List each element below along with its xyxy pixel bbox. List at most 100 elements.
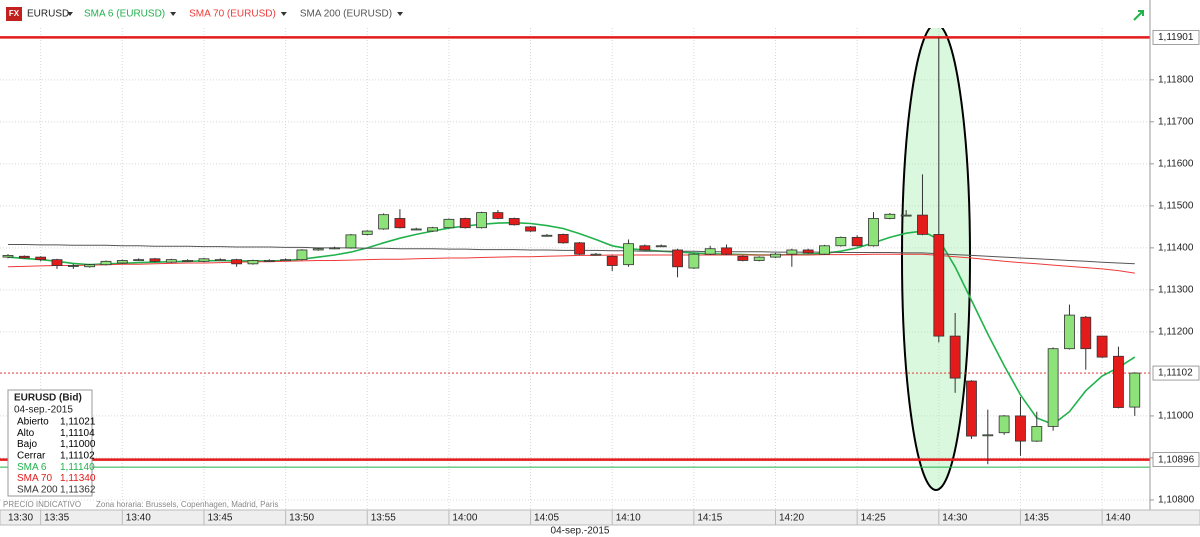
fx-icon-label: FX [9, 9, 20, 18]
trend-icon[interactable] [1133, 10, 1144, 21]
legend-dropdown[interactable] [170, 12, 177, 16]
level-label: 1,11901 [1158, 32, 1194, 43]
candle-body [574, 242, 585, 255]
footer-zone: Zona horaria: Brussels, Copenhagen, Madr… [96, 500, 278, 509]
candle-body [590, 253, 602, 256]
fx-icon [6, 7, 22, 21]
candle-body [672, 249, 683, 268]
info-box: EURUSD (Bid) 04-sep.-2015 Abierto 1,11021… [7, 389, 96, 497]
candle-body [476, 212, 487, 229]
y-tick-label: 1,11300 [1158, 285, 1194, 296]
legend-entry[interactable]: SMA 6 (EURUSD) [84, 9, 165, 20]
candle-body [361, 230, 373, 235]
x-axis-bar [0, 509, 1200, 526]
x-tick-label: 14:30 [942, 513, 967, 524]
candle-body [165, 259, 177, 263]
candle-body [639, 245, 651, 251]
candle-body [329, 247, 341, 250]
y-tick-label: 1,11700 [1158, 116, 1194, 127]
x-tick-label: 13:45 [207, 513, 232, 524]
info-value: 1,11340 [60, 473, 96, 484]
x-tick-label: 14:20 [779, 513, 804, 524]
candle-body [1096, 335, 1108, 358]
candle-body [492, 212, 504, 219]
candle-body [933, 234, 945, 337]
candle-body [851, 236, 863, 247]
candle-body [247, 260, 259, 265]
info-value: 1,11021 [60, 417, 96, 428]
info-value: 1,11102 [60, 451, 95, 462]
candle-body [198, 258, 210, 262]
info-value: 1,11362 [60, 484, 96, 495]
candle-body [557, 234, 569, 244]
level-label-box [1152, 452, 1200, 468]
candle-body [35, 256, 47, 261]
info-date: 04-sep.-2015 [14, 405, 73, 416]
info-label: Abierto [17, 417, 49, 428]
candle-body [100, 260, 112, 266]
sma-line [7, 221, 1136, 426]
y-tick-label: 1,11800 [1158, 74, 1194, 85]
candle-body [949, 335, 961, 379]
candle-body [51, 259, 63, 266]
candle-body [345, 234, 357, 249]
candle-body [1080, 316, 1092, 350]
x-tick-label: 14:00 [452, 513, 477, 524]
info-label: SMA 6 [17, 462, 47, 473]
candle-body [884, 213, 896, 219]
candle-body [1064, 314, 1075, 350]
info-value: 1,11104 [60, 428, 95, 439]
info-label: SMA 70 [17, 473, 52, 484]
candle-body [378, 214, 389, 230]
legend-entry[interactable]: SMA 200 (EURUSD) [300, 9, 392, 20]
candle-body [296, 249, 308, 261]
y-axis: 1,108001,109001,110001,112001,113001,114… [1150, 29, 1200, 506]
info-box-frame [7, 389, 93, 497]
info-value: 1,11140 [60, 462, 95, 473]
legend-dropdown[interactable] [397, 12, 404, 16]
candle-body [525, 226, 536, 232]
candle-body [721, 247, 732, 255]
candle-body [1129, 372, 1141, 408]
candle-body [623, 243, 634, 266]
candle-body [394, 218, 406, 229]
legend-dropdown[interactable] [280, 12, 287, 16]
y-tick-label: 1,11400 [1158, 243, 1194, 254]
symbol[interactable]: EURUSD [27, 9, 69, 20]
candle-body [149, 258, 161, 262]
candle-body [443, 218, 455, 229]
footer-left: PRECIO INDICATIVO [3, 500, 81, 509]
candle-body [606, 255, 618, 266]
info-value: 1,11000 [60, 439, 96, 450]
candle-body [116, 260, 128, 264]
candle-body [410, 228, 422, 231]
candles [2, 37, 1141, 465]
candle-body [917, 214, 928, 235]
y-tick-label: 1,11000 [1158, 411, 1194, 422]
legend-entry[interactable]: SMA 70 (EURUSD) [189, 9, 276, 20]
candle-body [67, 265, 79, 267]
x-tick-label: 14:05 [534, 513, 559, 524]
candle-body [427, 227, 438, 232]
overlay-lines [7, 221, 1136, 426]
candle-body [802, 249, 814, 254]
candle-body [770, 253, 781, 258]
candle-body [737, 255, 749, 261]
info-label: Bajo [17, 439, 37, 450]
info-label: Cerrar [17, 451, 46, 462]
candle-body [280, 259, 292, 262]
candle-body [508, 218, 520, 226]
x-tick-label: 13:55 [371, 513, 396, 524]
x-tick-label: 14:10 [616, 513, 641, 524]
candle-body [84, 264, 96, 268]
sma-line [8, 244, 1135, 265]
y-tick-label: 1,11200 [1158, 327, 1194, 338]
symbol-dropdown[interactable] [67, 12, 73, 16]
candle-body [998, 415, 1010, 434]
level-label-box [1152, 365, 1200, 381]
x-tick-label: 14:35 [1024, 513, 1049, 524]
candle-body [263, 260, 275, 262]
sma-line [7, 253, 1135, 274]
